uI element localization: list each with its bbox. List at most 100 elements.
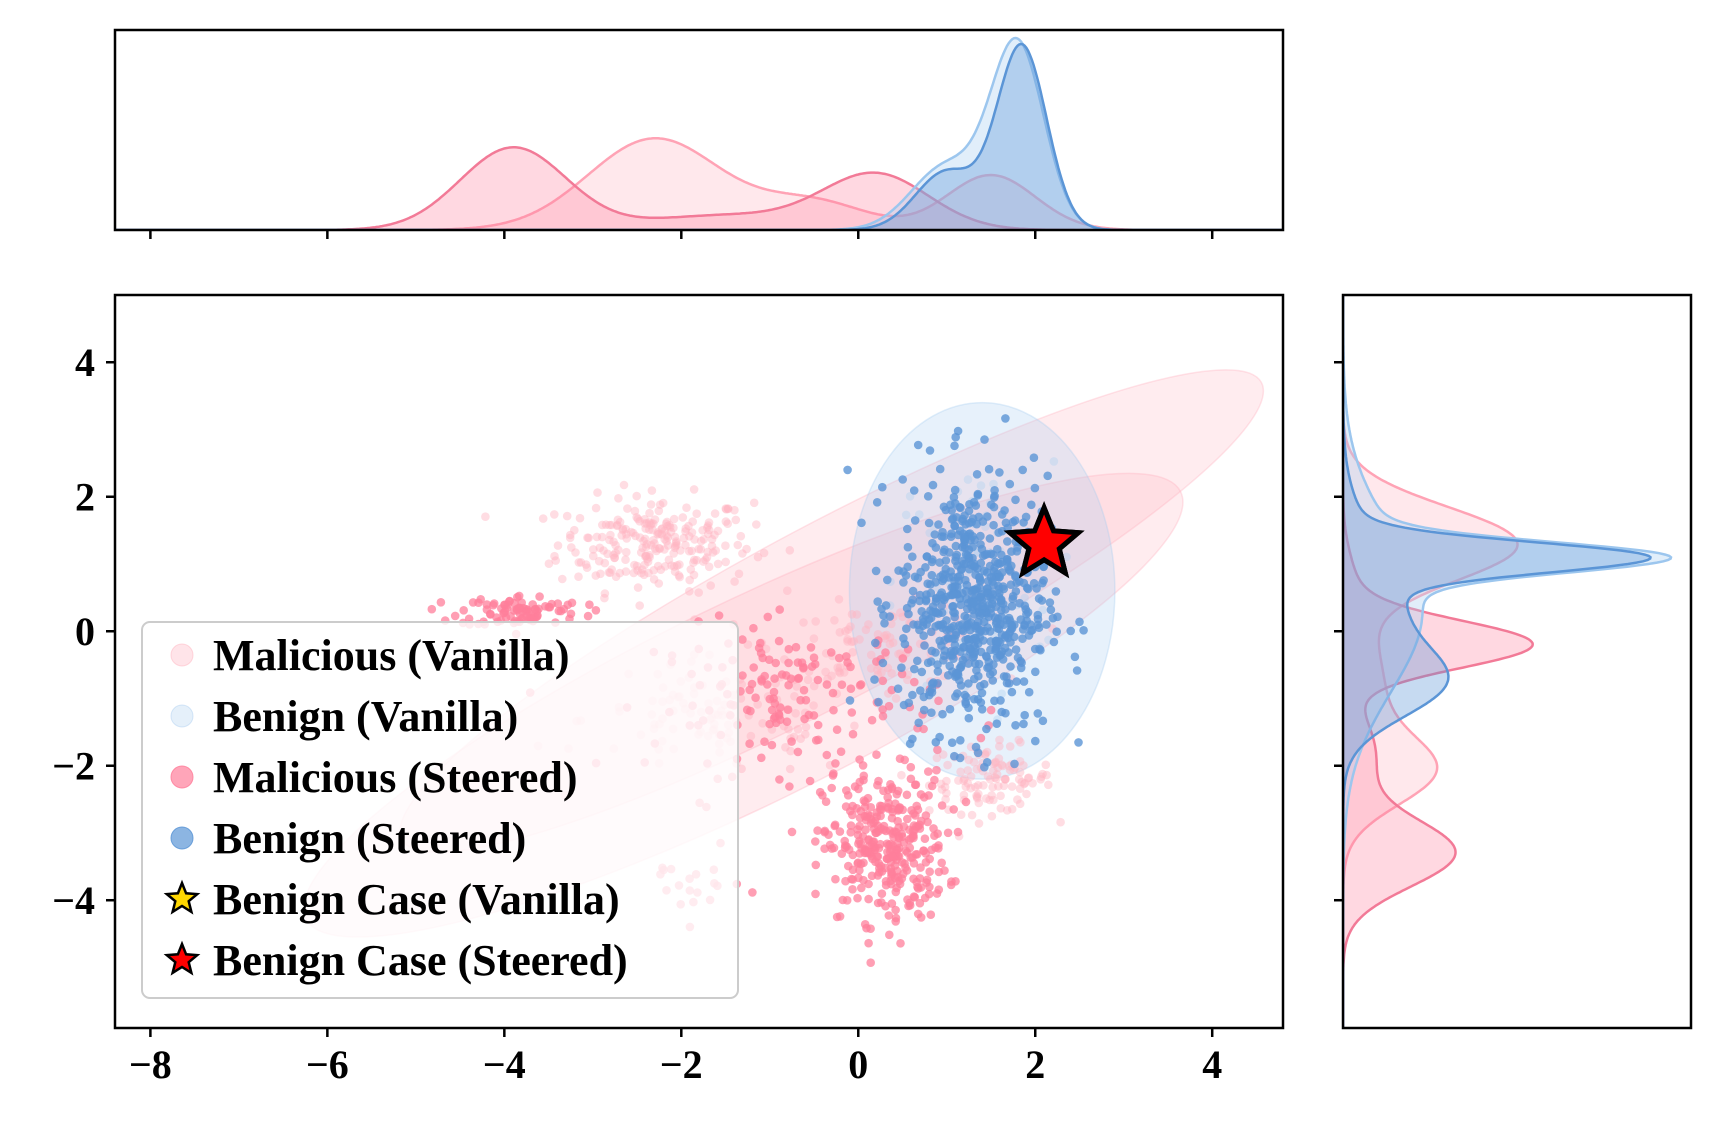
malicious_vanilla-point — [848, 648, 857, 657]
malicious_vanilla-point — [663, 533, 672, 542]
benign_steered-point — [936, 590, 945, 600]
malicious_vanilla-point — [996, 791, 1005, 801]
malicious_vanilla-point — [758, 719, 767, 728]
benign_steered-point — [897, 663, 906, 672]
malicious_vanilla-point — [990, 773, 1000, 782]
malicious_vanilla-point — [713, 526, 723, 536]
benign_steered-point — [1033, 610, 1043, 620]
scatter-points — [427, 414, 1088, 967]
benign_steered-point — [977, 609, 986, 618]
benign_steered-point — [961, 550, 971, 559]
benign_steered-point — [1011, 721, 1020, 730]
malicious_vanilla-point — [1015, 767, 1025, 777]
malicious_steered-point — [754, 643, 764, 653]
benign_steered-point — [1038, 578, 1047, 588]
malicious_vanilla-point — [645, 552, 654, 562]
malicious_steered-point — [831, 874, 840, 884]
malicious_vanilla-point — [632, 561, 642, 571]
benign_steered-point — [950, 521, 959, 530]
legend-label-malicious_vanilla: Malicious (Vanilla) — [213, 631, 570, 680]
malicious_steered-point — [806, 643, 816, 652]
malicious_vanilla-point — [666, 527, 676, 537]
malicious_vanilla-point — [801, 722, 811, 732]
malicious_vanilla-point — [821, 667, 830, 677]
benign_steered-point — [1070, 652, 1080, 662]
malicious_vanilla-point — [1019, 761, 1028, 770]
malicious_vanilla-point — [897, 770, 906, 780]
malicious_vanilla-point — [721, 504, 731, 513]
malicious_steered-point — [909, 874, 918, 884]
malicious_steered-point — [855, 755, 864, 764]
y-tick-label: −2 — [52, 744, 95, 789]
benign_steered-kde-x-fill — [115, 44, 1283, 230]
malicious_vanilla-point — [960, 774, 969, 784]
benign_steered-point — [857, 518, 866, 528]
malicious_steered-point — [826, 648, 836, 657]
malicious_vanilla-point — [610, 553, 619, 563]
malicious_vanilla-point — [646, 540, 656, 550]
malicious_steered-point — [760, 737, 769, 746]
malicious_vanilla-point — [592, 532, 602, 542]
right-marginal-ticks — [1334, 360, 1343, 902]
malicious_vanilla-point — [650, 544, 660, 553]
benign_steered-point — [1045, 598, 1055, 607]
malicious_steered-point — [867, 871, 877, 881]
malicious_vanilla-point — [753, 700, 762, 709]
malicious_vanilla-point — [994, 754, 1004, 763]
x-tick-label: −6 — [306, 1042, 349, 1087]
malicious_vanilla-point — [562, 511, 572, 521]
malicious_steered-point — [714, 611, 724, 620]
malicious_vanilla-point — [654, 579, 664, 588]
benign_steered-point — [997, 557, 1007, 567]
benign_steered-point — [975, 573, 984, 583]
malicious_steered-point — [769, 687, 779, 697]
malicious_vanilla-point — [681, 527, 690, 536]
malicious_steered-point — [514, 591, 524, 601]
benign_steered-point — [946, 500, 955, 510]
benign_steered-point — [977, 705, 987, 714]
benign_steered-point — [990, 491, 999, 501]
malicious_vanilla-point — [721, 517, 731, 526]
malicious_vanilla-point — [746, 731, 756, 741]
malicious_steered-point — [830, 820, 840, 830]
benign_steered-point — [989, 520, 998, 530]
malicious_vanilla-point — [575, 513, 585, 523]
benign_steered-point — [991, 602, 1001, 611]
malicious_vanilla-point — [835, 668, 845, 678]
benign_steered-point — [1011, 645, 1021, 654]
benign_steered-point — [971, 633, 980, 643]
malicious_steered-point — [746, 706, 755, 716]
malicious_vanilla-point — [1007, 804, 1017, 814]
malicious_steered-point — [796, 695, 805, 705]
benign_steered-point — [974, 659, 984, 669]
malicious_vanilla-point — [544, 559, 554, 568]
top-marginal-curves — [115, 36, 1283, 230]
malicious_vanilla-point — [704, 525, 714, 535]
malicious_vanilla-point — [1036, 775, 1045, 784]
benign_steered-point — [992, 719, 1002, 728]
malicious_steered-point — [765, 719, 774, 729]
malicious_vanilla-point — [636, 548, 646, 557]
malicious_steered-point — [517, 598, 526, 607]
malicious_steered-point — [856, 680, 866, 689]
benign_steered-point — [913, 656, 922, 666]
malicious_vanilla-point — [639, 536, 648, 546]
malicious_vanilla-point — [866, 650, 876, 660]
benign_steered-point — [1008, 594, 1017, 604]
malicious_vanilla-point — [1005, 742, 1015, 751]
benign_steered-point — [1042, 620, 1051, 629]
malicious_vanilla-point — [649, 575, 659, 584]
malicious_vanilla-point — [980, 750, 990, 760]
malicious_steered-kde-y-line — [1343, 295, 1534, 1028]
malicious_steered-point — [873, 898, 883, 908]
malicious_vanilla-point — [847, 610, 857, 619]
benign_steered-point — [845, 696, 855, 705]
malicious_steered-point — [923, 817, 932, 827]
legend-box — [141, 621, 739, 999]
malicious_vanilla-point — [629, 568, 638, 578]
malicious_vanilla-point — [850, 721, 859, 731]
malicious_vanilla-point — [621, 567, 631, 576]
malicious_vanilla-point — [598, 520, 607, 530]
malicious_vanilla-point — [641, 551, 651, 561]
malicious_vanilla-point — [1023, 773, 1033, 783]
